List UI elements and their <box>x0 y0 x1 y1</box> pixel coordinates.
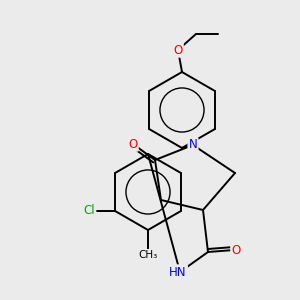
Text: N: N <box>189 139 197 152</box>
Text: CH₃: CH₃ <box>138 250 158 260</box>
Text: O: O <box>231 244 241 256</box>
Text: HN: HN <box>169 266 187 278</box>
Text: O: O <box>173 44 183 56</box>
Text: O: O <box>128 137 138 151</box>
Text: Cl: Cl <box>83 205 95 218</box>
